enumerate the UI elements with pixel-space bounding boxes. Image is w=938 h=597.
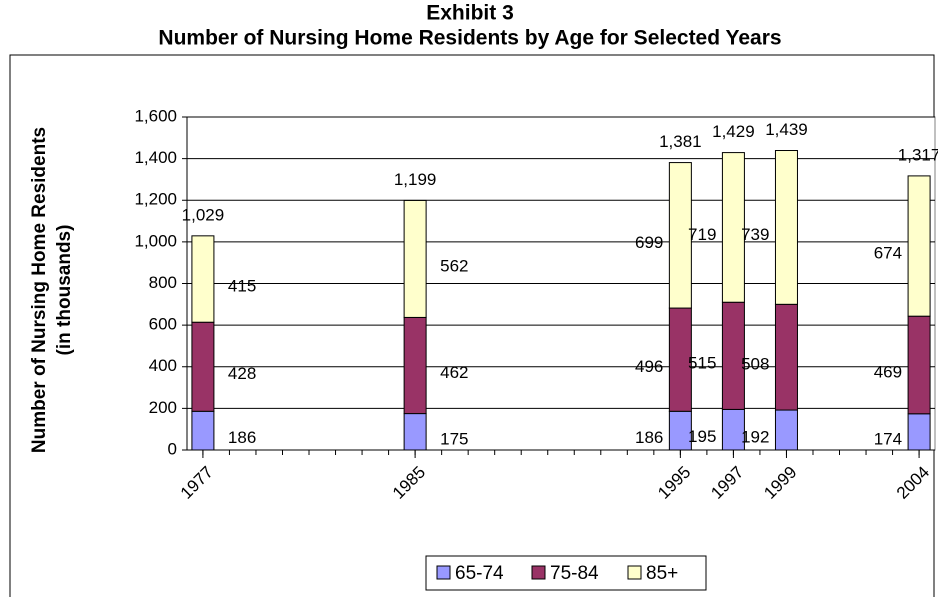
legend-label: 65-74 (455, 563, 504, 584)
legend-swatch (436, 565, 451, 580)
bar-segment (403, 199, 427, 318)
total-label: 1,381 (659, 132, 702, 151)
bar-segment (191, 321, 215, 412)
legend-swatch (627, 565, 642, 580)
segment-label: 192 (741, 428, 769, 447)
bar-segment (721, 152, 745, 303)
bar-segment (774, 409, 798, 451)
segment-label: 175 (440, 429, 468, 448)
bar-segment (403, 413, 427, 451)
segment-label: 739 (741, 225, 769, 244)
bar-segment (907, 175, 931, 317)
segment-label: 719 (688, 225, 716, 244)
legend-swatch (531, 565, 546, 580)
segment-label: 674 (874, 244, 902, 263)
y-tick-label: 600 (149, 315, 177, 334)
chart-subtitle: Number of Nursing Home Residents by Age … (158, 27, 781, 50)
y-tick-label: 1,000 (134, 231, 177, 250)
bar-segment (403, 316, 427, 415)
segment-label: 496 (635, 357, 663, 376)
segment-label: 699 (635, 233, 663, 252)
segment-label: 508 (741, 355, 769, 374)
segment-label: 195 (688, 427, 716, 446)
bar-segment (191, 410, 215, 451)
y-axis-title: Number of Nursing Home Residents (in tho… (29, 127, 75, 453)
segment-label: 515 (688, 353, 716, 372)
segment-label: 415 (228, 277, 256, 296)
y-tick-label: 400 (149, 356, 177, 375)
legend-label: 75-84 (550, 563, 599, 584)
y-tick-label: 800 (149, 273, 177, 292)
bar-segment (668, 162, 692, 309)
segment-label: 428 (228, 364, 256, 383)
y-tick-label: 200 (149, 398, 177, 417)
segment-label: 174 (874, 429, 902, 448)
bar-segment (191, 235, 215, 323)
y-tick-label: 0 (168, 439, 177, 458)
bar-segment (907, 315, 931, 415)
legend: 65-74 75-84 85+ (425, 555, 707, 591)
bar-segment (774, 303, 798, 411)
y-axis-title-line: Number of Nursing Home Residents (29, 127, 50, 453)
total-label: 1,439 (765, 120, 808, 139)
bar-segment (774, 150, 798, 305)
y-axis-title-line: (in thousands) (54, 225, 75, 356)
total-label: 1,429 (712, 122, 755, 141)
segment-label: 562 (440, 256, 468, 275)
legend-label: 85+ (646, 563, 678, 584)
total-label: 1,317 (898, 145, 938, 164)
total-label: 1,199 (394, 170, 437, 189)
y-tick-label: 1,200 (134, 190, 177, 209)
legend-frame (425, 555, 707, 591)
segment-label: 186 (635, 428, 663, 447)
segment-label: 186 (228, 428, 256, 447)
bar-segment (907, 413, 931, 451)
total-label: 1,029 (182, 205, 225, 224)
y-tick-label: 1,600 (134, 106, 177, 125)
segment-label: 469 (874, 362, 902, 381)
y-tick-label: 1,400 (134, 148, 177, 167)
chart-title: Exhibit 3 (426, 2, 514, 25)
segment-label: 462 (440, 363, 468, 382)
